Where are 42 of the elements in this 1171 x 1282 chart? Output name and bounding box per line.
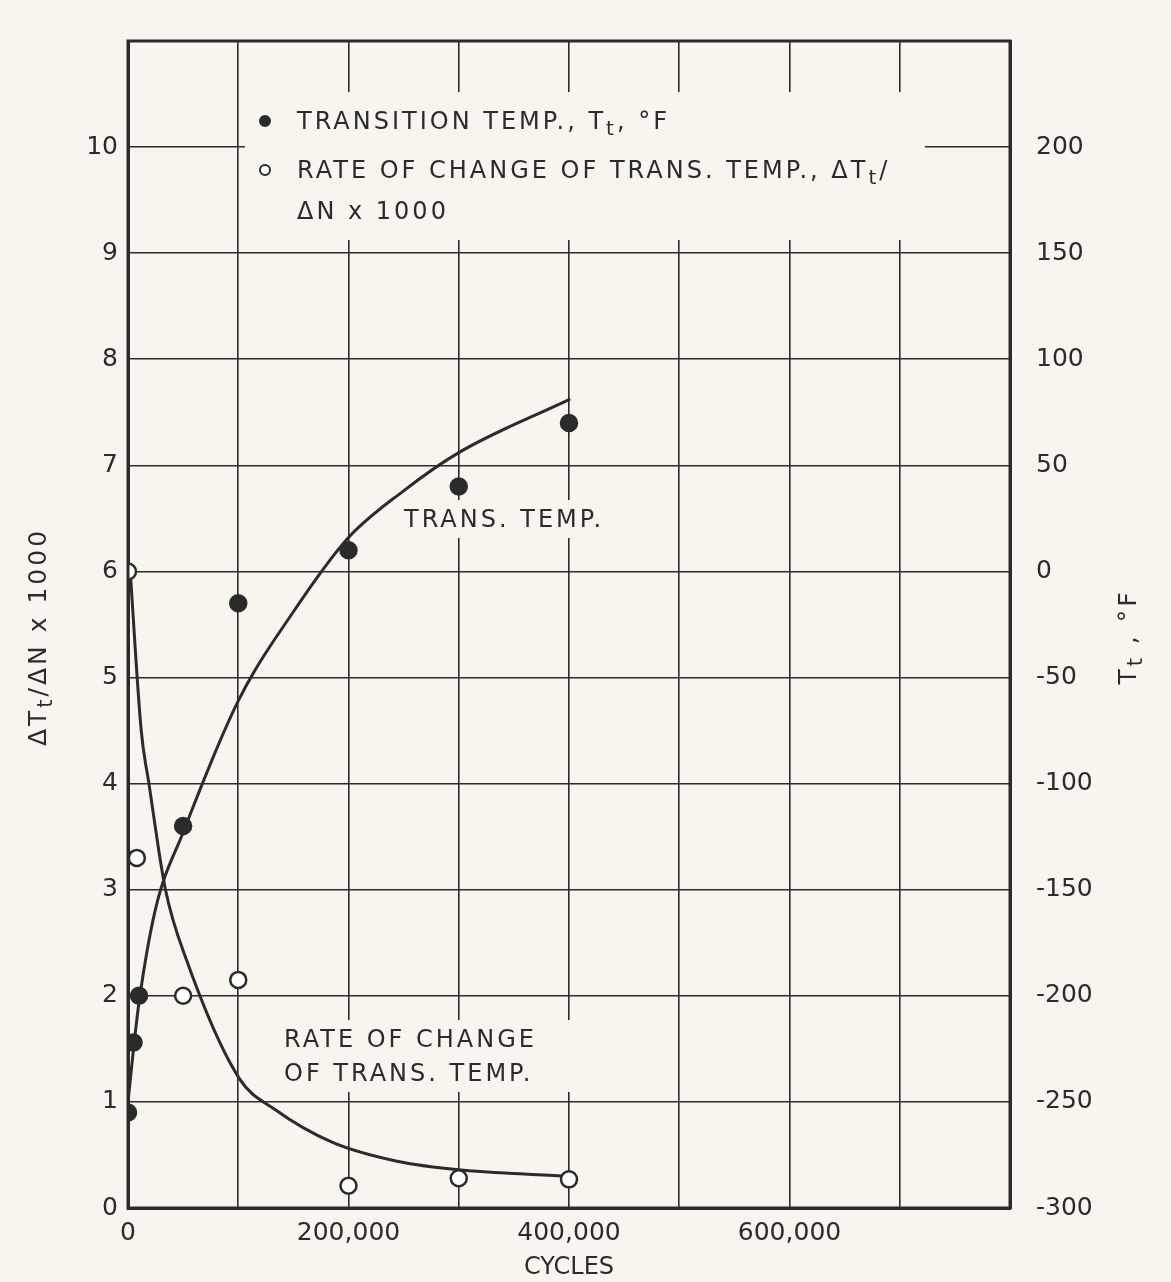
text: RATE OF CHANGE OF TRANS. TEMP., ΔT$_{t}$/ΔN x 1000 [297,155,891,225]
y2-tick-label: 50 [1036,448,1068,478]
y-tick-label: 2 [102,979,118,1009]
annotation: RATE OF CHANGE OF TRANS. TEMP. [278,1020,590,1092]
y-tick-label: 9 [102,236,118,266]
x-tick-label: 400,000 [517,1216,621,1246]
point [449,477,468,496]
x-tick-label: 600,000 [737,1216,842,1246]
x-axis-title: CYCLES [523,1251,615,1280]
y-tick-label: 3 [102,873,118,903]
y2-tick-label: -300 [1036,1191,1093,1221]
point [339,540,358,560]
y2-tick-label: -250 [1036,1085,1093,1115]
y-tick-label: 0 [102,1191,118,1221]
y-tick-label: 8 [102,342,118,372]
y-tick-label: 6 [102,554,118,584]
y2-tick-label: -200 [1036,979,1093,1009]
point [129,986,149,1006]
point [339,1176,358,1195]
y-tick-label: 1 [102,1085,118,1115]
y2-tick-label: -50 [1036,661,1077,691]
y-tick-label: 10 [86,130,118,160]
annotation: TRANS. TEMP. [398,500,611,538]
legend-label: TRANSITION TEMP., T$_{t}$, °F [297,106,670,142]
y2-tick-label: -150 [1036,873,1093,903]
y2-tick-label: 150 [1036,236,1084,266]
y-tick-label: 7 [102,448,118,478]
point [128,848,147,868]
point [449,1169,468,1188]
y2-tick-label: 200 [1036,130,1084,160]
y-tick-label: 5 [102,661,118,691]
point [229,970,248,990]
y-tick-label: 4 [102,767,118,797]
point [559,413,579,433]
point [559,1170,579,1189]
y2-tick-label: 0 [1036,554,1052,584]
point [173,816,193,836]
point [229,594,248,613]
y2-tick-label: 100 [1036,342,1084,372]
point [173,986,193,1006]
x-tick-label: 200,000 [296,1216,401,1246]
y2-tick-label: -100 [1036,767,1093,797]
